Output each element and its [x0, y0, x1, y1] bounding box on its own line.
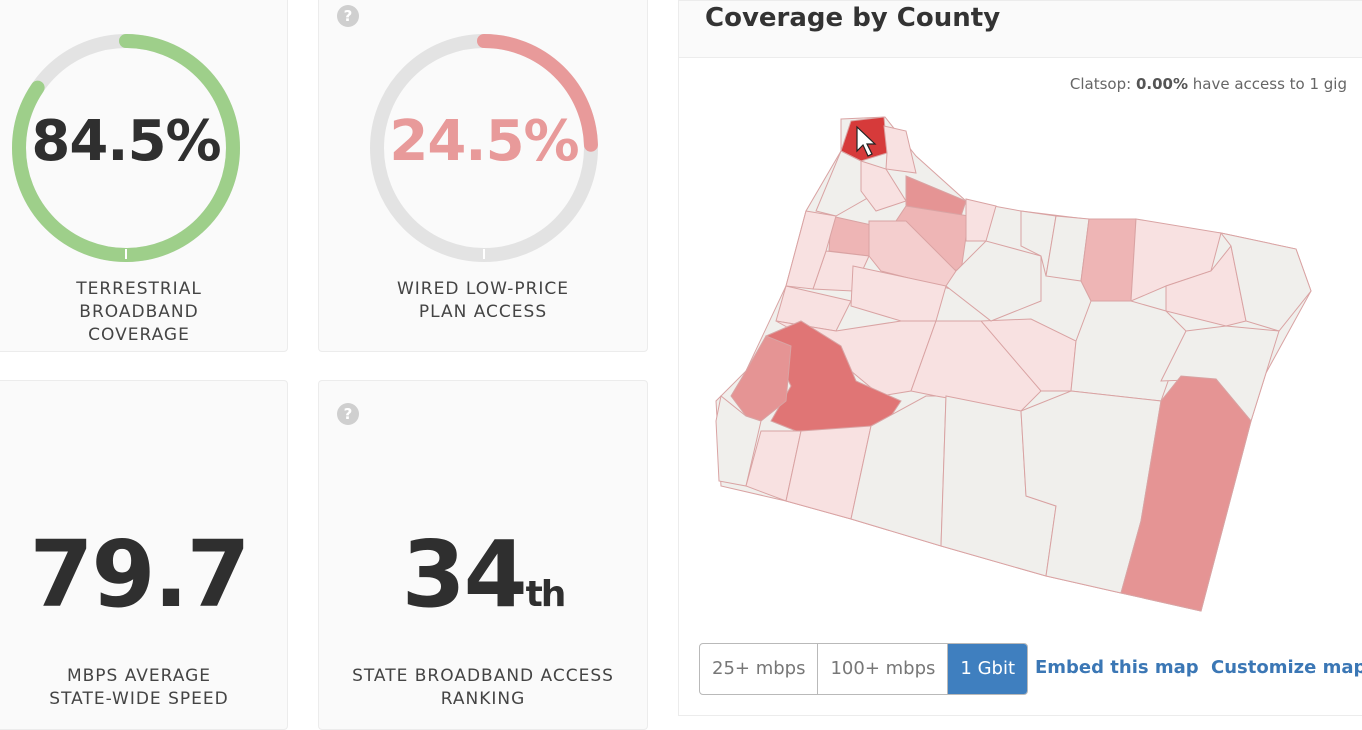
speed-toggle: 25+ mbps 100+ mbps 1 Gbit — [699, 643, 1029, 695]
low-price-card: ? 24.5% WIRED LOW-PRICE PLAN ACCESS — [318, 0, 648, 352]
panel-title: Coverage by County — [705, 3, 1001, 33]
embed-map-link[interactable]: Embed this map — [1035, 657, 1199, 678]
coverage-map-panel: Coverage by County Clatsop: 0.00% have a… — [678, 0, 1362, 716]
ranking-number: 34 — [401, 521, 528, 628]
county-douglas-coast[interactable] — [730, 335, 792, 422]
option-1-gbit[interactable]: 1 Gbit — [948, 644, 1028, 694]
coverage-gauge: 84.5% — [9, 31, 243, 265]
help-icon[interactable]: ? — [337, 403, 359, 425]
coverage-card: 84.5% TERRESTRIAL BROADBAND COVERAGE — [0, 0, 288, 352]
county-tillamook[interactable] — [815, 150, 872, 217]
county-columbia[interactable] — [883, 125, 917, 174]
coverage-label: TERRESTRIAL BROADBAND COVERAGE — [76, 279, 202, 345]
option-25-mbps[interactable]: 25+ mbps — [700, 644, 819, 694]
county-harney[interactable] — [1120, 375, 1252, 612]
hover-county: Clatsop — [1069, 75, 1127, 93]
low-price-value: 24.5% — [389, 109, 579, 174]
county-baker[interactable] — [1160, 325, 1280, 423]
speed-label: MBPS AVERAGE STATE-WIDE SPEED — [49, 666, 229, 709]
ranking-label: STATE BROADBAND ACCESS RANKING — [352, 666, 614, 709]
county-lincoln[interactable] — [785, 210, 837, 290]
low-price-label: WIRED LOW-PRICE PLAN ACCESS — [396, 279, 570, 322]
mouse-cursor-icon — [856, 125, 877, 157]
county-morrow[interactable] — [1080, 218, 1137, 302]
customize-map-link[interactable]: Customize map — [1211, 657, 1362, 678]
hover-suffix: have access to 1 gig — [1192, 75, 1347, 93]
ranking-suffix: th — [525, 574, 567, 615]
speed-card: 79.7 MBPS AVERAGE STATE-WIDE SPEED — [0, 380, 288, 730]
option-100-mbps[interactable]: 100+ mbps — [818, 644, 949, 694]
low-price-gauge: 24.5% — [367, 31, 601, 265]
county-wasco[interactable] — [945, 240, 1042, 322]
county-washington[interactable] — [860, 160, 907, 212]
hover-value: 0.00% — [1135, 75, 1188, 93]
panel-header: Coverage by County — [679, 1, 1362, 58]
county-sherman[interactable] — [1020, 210, 1057, 277]
coverage-value: 84.5% — [31, 109, 221, 174]
speed-value: 79.7 — [29, 521, 251, 628]
hover-info: Clatsop: 0.00% have access to 1 gig — [1069, 75, 1347, 93]
county-map — [715, 116, 1312, 612]
ranking-card: ? 34th STATE BROADBAND ACCESS RANKING — [318, 380, 648, 730]
ranking-value: 34th — [319, 521, 647, 628]
help-icon[interactable]: ? — [337, 5, 359, 27]
